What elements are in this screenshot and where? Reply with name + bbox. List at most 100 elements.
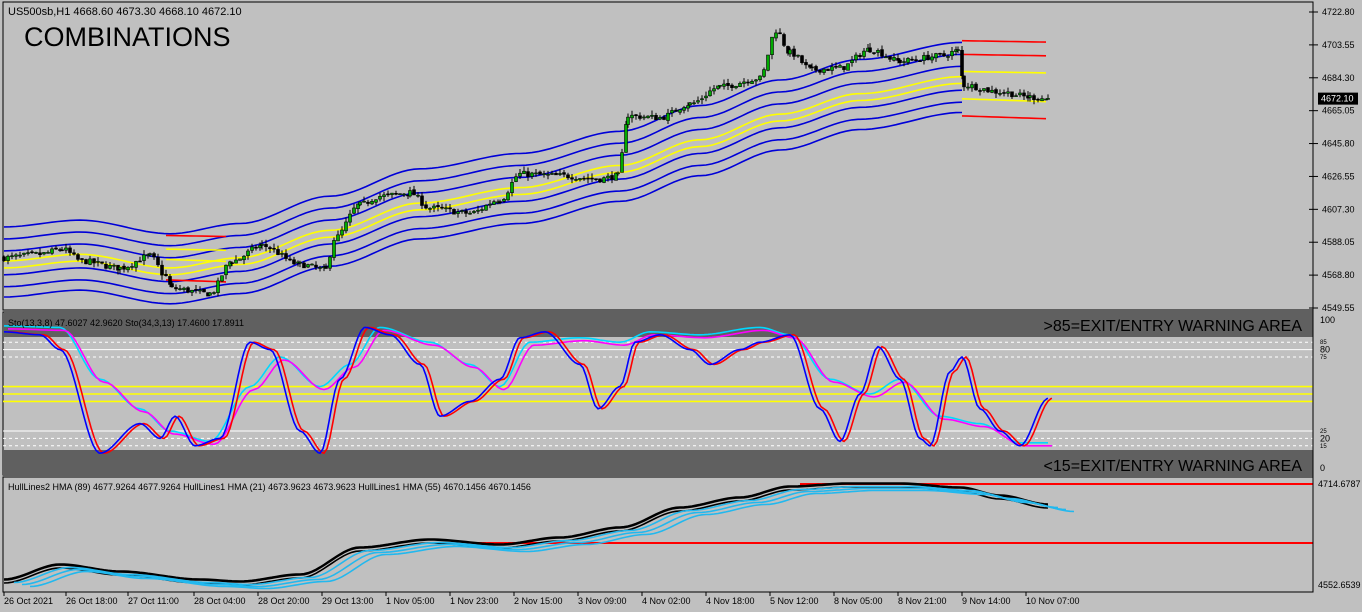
candle-body bbox=[822, 68, 826, 73]
candle-body bbox=[1014, 95, 1018, 97]
candle-body bbox=[208, 292, 212, 296]
candle-body bbox=[670, 110, 674, 114]
candle-body bbox=[242, 255, 246, 261]
candle-body bbox=[344, 221, 348, 232]
candle-body bbox=[420, 195, 424, 206]
candle-body bbox=[966, 86, 970, 89]
candle-body bbox=[178, 288, 182, 290]
x-tick-label: 29 Oct 13:00 bbox=[322, 596, 374, 606]
candle-body bbox=[502, 199, 506, 202]
candle-body bbox=[386, 193, 390, 196]
candle-body bbox=[810, 66, 814, 69]
x-tick-label: 5 Nov 12:00 bbox=[770, 596, 819, 606]
candle-body bbox=[452, 209, 456, 215]
sto-13-signal bbox=[7, 326, 1053, 455]
candle-body bbox=[238, 258, 242, 261]
candle-body bbox=[408, 190, 412, 197]
y-tick-label: 4626.55 bbox=[1322, 171, 1355, 181]
candle-body bbox=[416, 194, 420, 197]
candle-body bbox=[734, 85, 738, 89]
candle-body bbox=[778, 32, 782, 35]
candle-body bbox=[692, 102, 696, 105]
candle-body bbox=[194, 289, 198, 291]
stoch-tick-label: 80 bbox=[1320, 345, 1330, 355]
candle-body bbox=[472, 211, 476, 213]
candle-body bbox=[906, 58, 910, 63]
x-tick-label: 28 Oct 04:00 bbox=[194, 596, 246, 606]
candle-body bbox=[534, 172, 538, 175]
candle-body bbox=[198, 289, 202, 292]
candle-body bbox=[650, 114, 654, 117]
candle-body bbox=[962, 75, 966, 88]
band-line bbox=[3, 41, 963, 235]
candle-body bbox=[1036, 98, 1040, 101]
candle-body bbox=[302, 262, 306, 269]
candle-body bbox=[324, 266, 328, 269]
band-line bbox=[3, 75, 963, 269]
candle-body bbox=[686, 105, 690, 109]
candle-body bbox=[1046, 98, 1050, 100]
candle-body bbox=[14, 254, 18, 257]
candle-body bbox=[986, 87, 990, 93]
candle-body bbox=[390, 192, 394, 195]
hull-panel[interactable]: HullLines2 HMA (89) 4677.9264 4677.9264 … bbox=[2, 476, 1314, 593]
price-panel[interactable]: US500sb,H1 4668.60 4673.30 4668.10 4672.… bbox=[2, 1, 1314, 311]
candle-body bbox=[424, 204, 428, 209]
x-tick-label: 10 Nov 07:00 bbox=[1026, 596, 1080, 606]
y-tick-label: 4607.30 bbox=[1322, 204, 1355, 214]
candle-body bbox=[522, 170, 526, 174]
candle-body bbox=[876, 50, 880, 53]
candle-body bbox=[440, 206, 444, 209]
hull-cyan-line bbox=[13, 485, 1059, 586]
hull-tick-label: 4714.6787 bbox=[1318, 479, 1361, 489]
candle-body bbox=[582, 177, 586, 180]
candle-body bbox=[258, 245, 262, 249]
candle-body bbox=[42, 252, 46, 255]
candle-body bbox=[310, 263, 314, 266]
candle-body bbox=[606, 175, 610, 179]
band-line bbox=[165, 234, 227, 238]
stochastic-panel[interactable]: Sto(13,3,8) 47.6027 42.9620 Sto(34,3,13)… bbox=[2, 311, 1314, 476]
time-axis[interactable]: 26 Oct 2021 26 Oct 18:00 27 Oct 11:00 28 Oc… bbox=[3, 592, 1080, 606]
candle-body bbox=[610, 175, 614, 180]
candle-body bbox=[104, 263, 108, 269]
stoch-tick-label: 100 bbox=[1320, 315, 1335, 325]
candle-body bbox=[654, 115, 658, 121]
candle-body bbox=[276, 249, 280, 255]
band-line bbox=[3, 65, 963, 259]
candle-body bbox=[746, 81, 750, 84]
candle-body bbox=[970, 84, 974, 89]
candle-body bbox=[638, 115, 642, 119]
candle-body bbox=[476, 209, 480, 212]
candle-body bbox=[518, 172, 522, 177]
price-badge bbox=[1318, 92, 1358, 105]
candle-body bbox=[168, 276, 172, 285]
candle-body bbox=[336, 234, 340, 242]
candle-body bbox=[758, 75, 762, 81]
candle-body bbox=[246, 250, 250, 256]
band-line bbox=[3, 111, 963, 305]
band-line bbox=[165, 248, 227, 251]
hull-header: HullLines2 HMA (89) 4677.9264 4677.9264 … bbox=[8, 482, 531, 492]
candle-body bbox=[2, 256, 6, 261]
candle-body bbox=[464, 210, 468, 214]
y-tick-label: 4588.05 bbox=[1322, 237, 1355, 247]
candle-body bbox=[630, 114, 634, 119]
candle-body bbox=[382, 194, 386, 197]
candle-body bbox=[402, 193, 406, 196]
candle-body bbox=[444, 207, 448, 210]
candle-body bbox=[1018, 92, 1022, 96]
candle-body bbox=[394, 193, 398, 195]
candle-body bbox=[428, 208, 432, 210]
candle-body bbox=[100, 261, 104, 264]
candle-body bbox=[292, 259, 296, 265]
candle-body bbox=[682, 107, 686, 111]
price-axis[interactable]: 4722.80 4703.55 4684.30 4665.05 4645.80 4626.… bbox=[1312, 2, 1361, 592]
candle-body bbox=[754, 79, 758, 82]
y-tick-label: 4549.55 bbox=[1322, 303, 1355, 313]
candle-body bbox=[46, 252, 50, 254]
candle-body bbox=[880, 49, 884, 57]
candle-body bbox=[558, 173, 562, 175]
candle-body bbox=[54, 247, 58, 250]
